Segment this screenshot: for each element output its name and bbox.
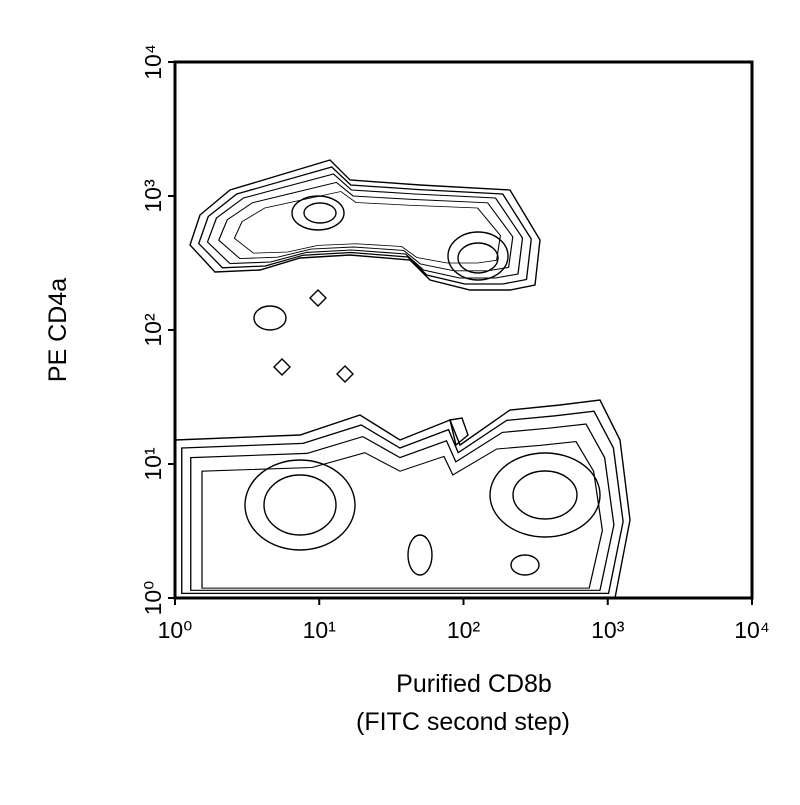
x-tick-label: 10⁰ — [158, 617, 193, 643]
contour-line — [181, 410, 624, 595]
upper-population — [189, 159, 541, 383]
contour-line — [291, 195, 345, 231]
y-tick-label: 10⁴ — [140, 44, 166, 79]
plot-frame — [173, 60, 754, 600]
contour-line — [407, 534, 433, 576]
x-tick-label: 10² — [447, 617, 481, 643]
y-axis-label: PE CD4a — [44, 278, 72, 382]
x-tick-label: 10¹ — [303, 617, 337, 643]
contour-line — [201, 441, 604, 589]
contour-line — [489, 452, 601, 538]
x-tick-label: 10⁴ — [734, 617, 769, 643]
contour-line — [263, 474, 337, 536]
contour-line — [336, 365, 354, 383]
contour-line — [253, 305, 287, 331]
contour-line — [512, 470, 578, 520]
contour-line — [303, 202, 337, 224]
contour-line — [449, 417, 469, 447]
contour-line — [233, 191, 501, 264]
contour-line — [309, 289, 327, 307]
contour-line — [175, 399, 631, 598]
y-tick-label: 10³ — [140, 179, 166, 213]
x-axis-label: (FITC second step) — [356, 708, 570, 736]
x-axis-label: Purified CD8b — [396, 670, 552, 698]
x-tick-label: 10³ — [591, 617, 625, 643]
contour-line — [457, 242, 499, 274]
contour-line — [189, 159, 541, 291]
contour-line — [206, 173, 524, 279]
contour-line — [190, 423, 615, 591]
contour-plot — [175, 159, 631, 598]
contour-line — [273, 358, 291, 376]
contour-line — [244, 459, 356, 551]
contour-line — [218, 181, 514, 272]
y-tick-label: 10² — [140, 313, 166, 347]
contour-line — [197, 166, 532, 285]
y-tick-label: 10⁰ — [140, 581, 166, 616]
contour-line — [510, 554, 540, 576]
y-tick-label: 10¹ — [140, 447, 166, 481]
lower-population — [175, 399, 631, 598]
contour-line — [447, 231, 509, 281]
